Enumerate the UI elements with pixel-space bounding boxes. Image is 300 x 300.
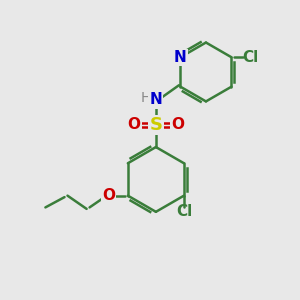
Text: N: N: [149, 92, 162, 107]
Text: N: N: [174, 50, 187, 65]
Text: H: H: [140, 91, 151, 105]
Text: O: O: [102, 188, 115, 203]
Text: O: O: [127, 118, 140, 133]
Text: Cl: Cl: [176, 204, 192, 219]
Text: Cl: Cl: [242, 50, 259, 65]
Text: S: S: [149, 116, 162, 134]
Text: O: O: [172, 118, 184, 133]
